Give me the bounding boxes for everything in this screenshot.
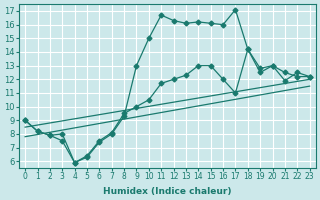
X-axis label: Humidex (Indice chaleur): Humidex (Indice chaleur) [103, 187, 232, 196]
